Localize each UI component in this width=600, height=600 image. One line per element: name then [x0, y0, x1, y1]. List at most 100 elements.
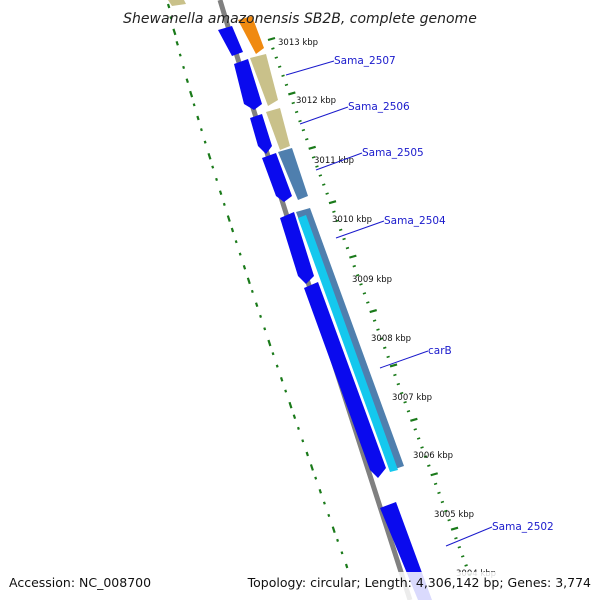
- kbp-tick-label: 3012 kbp: [296, 96, 336, 106]
- gc-dot: [172, 28, 177, 36]
- gc-dot: [331, 526, 336, 534]
- feature-steel[interactable]: [278, 148, 308, 200]
- kbp-tick-label: 3006 kbp: [413, 451, 453, 461]
- feature-cyan[interactable]: [298, 215, 398, 472]
- scale-tick: [450, 526, 459, 531]
- scale-tick: [430, 472, 439, 477]
- scale-tick: [281, 74, 285, 78]
- scale-tick: [349, 254, 357, 259]
- gc-dot: [211, 165, 215, 169]
- gc-dot: [292, 414, 297, 420]
- cds-arrow[interactable]: [262, 153, 292, 202]
- gc-dot: [185, 78, 189, 84]
- kbp-tick-label: 3009 kbp: [352, 275, 392, 285]
- gc-dot: [318, 488, 322, 494]
- kbp-tick-label: 3005 kbp: [434, 510, 474, 520]
- scale-tick: [277, 65, 282, 68]
- gene-leader: [335, 220, 385, 239]
- gc-dot: [327, 513, 331, 518]
- gc-dot: [215, 177, 218, 182]
- scale-tick: [376, 328, 380, 331]
- gc-dot: [175, 40, 179, 46]
- gene-leader: [315, 152, 363, 171]
- scale-tick: [332, 210, 336, 214]
- gene-label-sama-2502[interactable]: Sama_2502: [492, 521, 554, 533]
- gc-dot: [196, 115, 200, 121]
- scale-tick: [464, 564, 468, 567]
- gc-dot: [226, 215, 231, 222]
- scale-tick: [379, 337, 384, 340]
- kbp-tick-label: 3013 kbp: [278, 38, 318, 48]
- genome-summary-text: Topology: circular; Length: 4,306,142 bp…: [247, 575, 591, 590]
- scale-tick: [311, 156, 316, 159]
- gc-dot: [178, 53, 182, 57]
- gc-dot: [271, 352, 275, 356]
- scale-tick: [440, 500, 445, 504]
- scale-tick: [325, 192, 329, 195]
- gc-dot: [340, 551, 344, 555]
- cds-arrow[interactable]: [234, 59, 262, 110]
- gc-dot: [169, 16, 173, 20]
- gc-dot: [222, 202, 226, 206]
- scale-tick: [294, 110, 299, 114]
- gc-dot: [279, 376, 284, 382]
- gc-dot: [192, 103, 196, 107]
- scale-tick: [338, 228, 343, 232]
- feature-khaki[interactable]: [168, 0, 186, 6]
- gc-dot: [250, 289, 254, 294]
- feature-khaki[interactable]: [266, 108, 290, 150]
- scale-tick: [433, 482, 438, 486]
- scale-tick: [393, 373, 397, 377]
- scale-tick: [288, 91, 296, 96]
- scale-tick: [416, 437, 421, 440]
- scale-tick: [267, 36, 276, 42]
- scale-tick: [427, 464, 431, 467]
- gene-label-sama-2505[interactable]: Sama_2505: [362, 147, 424, 159]
- kbp-labels: 3013 kbp 3012 kbp 3011 kbp 3010 kbp 3009…: [278, 38, 496, 579]
- kbp-tick-label: 3007 kbp: [392, 393, 432, 403]
- scale-tick: [396, 382, 401, 386]
- gc-dot: [284, 389, 288, 393]
- scale-tick: [342, 237, 346, 241]
- scale-tick: [403, 400, 407, 404]
- scale-tick: [457, 546, 462, 549]
- gene-label-sama-2504[interactable]: Sama_2504: [384, 215, 446, 227]
- gc-dot: [301, 439, 305, 443]
- feature-orange[interactable]: [238, 16, 264, 54]
- feature-track: [168, 0, 404, 472]
- gc-dot: [207, 152, 212, 160]
- gene-labels: Sama_2507 Sama_2506 Sama_2505 Sama_2504 …: [334, 55, 554, 533]
- gc-dot: [166, 3, 171, 9]
- feature-khaki[interactable]: [250, 54, 278, 106]
- scale-tick: [447, 518, 451, 522]
- scale-tick: [369, 308, 377, 314]
- gc-dot: [263, 327, 267, 331]
- gc-dot: [254, 302, 259, 308]
- cds-arrow[interactable]: [280, 212, 314, 284]
- scale-tick: [355, 274, 360, 277]
- cds-arrow[interactable]: [304, 282, 386, 478]
- cds-arrow[interactable]: [250, 114, 272, 154]
- gc-dot: [259, 314, 263, 318]
- scale-tick: [372, 319, 377, 322]
- gene-label-carb[interactable]: carB: [428, 345, 452, 357]
- gene-leader: [445, 526, 493, 547]
- accession-text: Accession: NC_008700: [9, 575, 151, 590]
- scale-tick: [298, 119, 302, 123]
- gene-label-sama-2507[interactable]: Sama_2507: [334, 55, 396, 67]
- cds-arrow[interactable]: [218, 26, 243, 56]
- scale-tick: [454, 536, 458, 540]
- gc-dot: [203, 140, 207, 144]
- scale-tick: [352, 264, 356, 268]
- gc-dot: [275, 364, 279, 368]
- scale-tick: [284, 83, 289, 87]
- gc-dot: [296, 426, 300, 430]
- scale-tick: [318, 174, 323, 177]
- scale-tick: [406, 410, 411, 413]
- scale-tick: [274, 56, 279, 59]
- scale-tick: [321, 183, 326, 186]
- gc-dot: [336, 538, 340, 542]
- gene-leader: [379, 350, 429, 369]
- gene-label-sama-2506[interactable]: Sama_2506: [348, 101, 410, 113]
- scale-tick: [423, 455, 428, 458]
